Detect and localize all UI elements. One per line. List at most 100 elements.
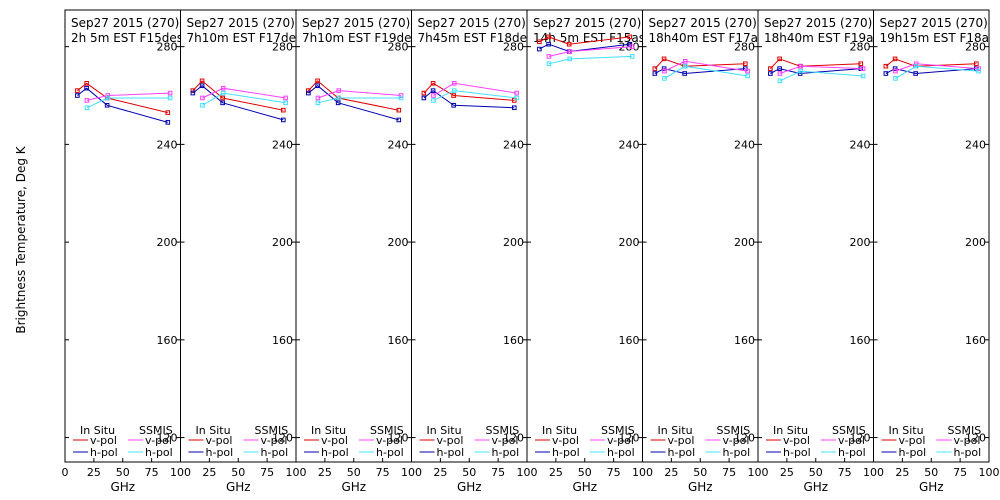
x-tick-label: 25 bbox=[780, 466, 794, 479]
x-tick-label: 75 bbox=[607, 466, 621, 479]
x-tick-label: 75 bbox=[953, 466, 967, 479]
data-point-ssmis-h bbox=[662, 76, 667, 81]
x-tick-label: 100 bbox=[286, 466, 307, 479]
x-axis-label: GHz bbox=[110, 480, 135, 494]
data-point-insitu-h bbox=[199, 83, 205, 89]
data-point-insitu-h bbox=[306, 90, 311, 96]
data-point-insitu-v bbox=[430, 80, 436, 86]
panel-title-time: 7h10m EST F19des bbox=[302, 31, 418, 45]
y-tick-label: 160 bbox=[503, 334, 524, 347]
y-tick-label: 240 bbox=[619, 138, 640, 151]
x-tick-label: 100 bbox=[632, 466, 653, 479]
data-point-ssmis-v bbox=[662, 68, 667, 74]
panel-7: Sep27 2015 (270)18h40m EST F19asc 120 160 2… bbox=[757, 9, 884, 494]
series-line-insitu-h bbox=[77, 87, 168, 123]
y-tick-label: 200 bbox=[850, 236, 871, 249]
data-point-insitu-v bbox=[627, 34, 633, 40]
data-point-insitu-v bbox=[858, 61, 864, 67]
legend-ssmis-vpol: v-pol bbox=[954, 434, 981, 447]
data-point-insitu-h bbox=[421, 95, 427, 101]
legend-ssmis-header: SSMIS bbox=[139, 424, 173, 437]
series-line-ssmis-v bbox=[895, 63, 979, 72]
y-tick-label: 280 bbox=[272, 41, 293, 54]
legend-insitu-hpol: h-pol bbox=[437, 446, 465, 459]
data-point-ssmis-h bbox=[431, 98, 436, 103]
panel-title-date: Sep27 2015 (270) bbox=[71, 16, 179, 30]
data-point-insitu-v bbox=[892, 56, 898, 62]
x-tick-label: 75 bbox=[260, 466, 274, 479]
x-tick-label: 25 bbox=[664, 466, 678, 479]
legend-ssmis-hpol: h-pol bbox=[723, 446, 751, 459]
data-point-ssmis-v bbox=[976, 66, 981, 71]
panel-title-time: 7h45m EST F18des bbox=[418, 31, 534, 45]
data-point-insitu-h bbox=[75, 93, 80, 98]
series-line-ssmis-v bbox=[86, 92, 171, 101]
legend-insitu-header: In Situ bbox=[196, 424, 231, 437]
y-tick-label: 240 bbox=[734, 138, 755, 151]
y-tick-label: 200 bbox=[157, 236, 178, 249]
data-point-ssmis-v bbox=[315, 95, 321, 101]
data-point-ssmis-v bbox=[745, 68, 750, 74]
x-axis-label: GHz bbox=[803, 480, 828, 494]
y-tick-label: 160 bbox=[965, 334, 986, 347]
data-point-ssmis-v bbox=[398, 93, 404, 98]
series-line-ssmis-v bbox=[548, 46, 633, 57]
x-axis-label: GHz bbox=[226, 480, 251, 494]
data-point-ssmis-v bbox=[893, 68, 898, 74]
x-tick-label: 25 bbox=[318, 466, 332, 479]
series-line-ssmis-v bbox=[317, 90, 402, 99]
x-tick-label: 50 bbox=[809, 466, 823, 479]
series-line-insitu-v bbox=[77, 82, 168, 114]
legend-insitu-hpol: h-pol bbox=[321, 446, 349, 459]
legend-insitu-hpol: h-pol bbox=[206, 446, 234, 459]
y-tick-label: 160 bbox=[388, 334, 409, 347]
data-point-insitu-h bbox=[104, 102, 110, 108]
data-point-ssmis-v bbox=[682, 59, 688, 64]
data-point-ssmis-v bbox=[220, 85, 226, 91]
legend-ssmis-vpol: v-pol bbox=[607, 434, 634, 447]
x-tick-label: 100 bbox=[979, 466, 1000, 479]
data-point-ssmis-h bbox=[913, 63, 919, 69]
y-tick-label: 160 bbox=[619, 334, 640, 347]
data-point-insitu-v bbox=[199, 78, 205, 84]
series-line-insitu-v bbox=[539, 36, 630, 45]
x-tick-label: 0 bbox=[62, 466, 69, 479]
data-point-insitu-h bbox=[661, 66, 667, 71]
x-tick-label: 25 bbox=[549, 466, 563, 479]
y-tick-label: 160 bbox=[734, 334, 755, 347]
data-point-ssmis-h bbox=[745, 73, 750, 79]
data-point-insitu-h bbox=[84, 85, 89, 91]
y-tick-label: 120 bbox=[272, 432, 293, 445]
y-tick-label: 200 bbox=[503, 236, 524, 249]
data-point-insitu-h bbox=[315, 83, 320, 89]
y-tick-label: 120 bbox=[965, 432, 986, 445]
x-tick-label: 75 bbox=[145, 466, 159, 479]
x-axis-label: GHz bbox=[919, 480, 944, 494]
y-tick-label: 280 bbox=[734, 41, 755, 54]
y-axis-label: Brightness Temperature, Deg K bbox=[14, 145, 28, 333]
panel-title-time: 7h10m EST F17des bbox=[187, 31, 303, 45]
panel-title-date: Sep27 2015 (270) bbox=[187, 16, 295, 30]
data-point-insitu-h bbox=[892, 66, 898, 71]
data-point-ssmis-v bbox=[546, 54, 552, 59]
y-tick-label: 240 bbox=[503, 138, 524, 151]
legend-insitu-hpol: h-pol bbox=[552, 446, 580, 459]
y-tick-label: 200 bbox=[619, 236, 640, 249]
data-point-insitu-h bbox=[165, 120, 171, 125]
x-tick-label: 50 bbox=[924, 466, 938, 479]
x-tick-label: 100 bbox=[517, 466, 538, 479]
data-point-insitu-h bbox=[627, 41, 633, 47]
y-tick-label: 120 bbox=[734, 432, 755, 445]
data-point-insitu-v bbox=[883, 63, 889, 69]
panel-3: Sep27 2015 (270)7h10m EST F19des 120 160 20… bbox=[295, 9, 422, 494]
y-tick-label: 160 bbox=[157, 334, 178, 347]
legend-insitu-hpol: h-pol bbox=[668, 446, 696, 459]
data-point-ssmis-v bbox=[200, 95, 205, 101]
series-line-insitu-v bbox=[654, 58, 746, 69]
series-line-ssmis-h bbox=[202, 92, 286, 106]
data-point-ssmis-v bbox=[167, 90, 173, 96]
series-line-insitu-h bbox=[423, 89, 515, 109]
x-axis-label: GHz bbox=[457, 480, 482, 494]
legend-insitu-header: In Situ bbox=[658, 424, 693, 437]
series-line-insitu-h bbox=[885, 68, 977, 75]
